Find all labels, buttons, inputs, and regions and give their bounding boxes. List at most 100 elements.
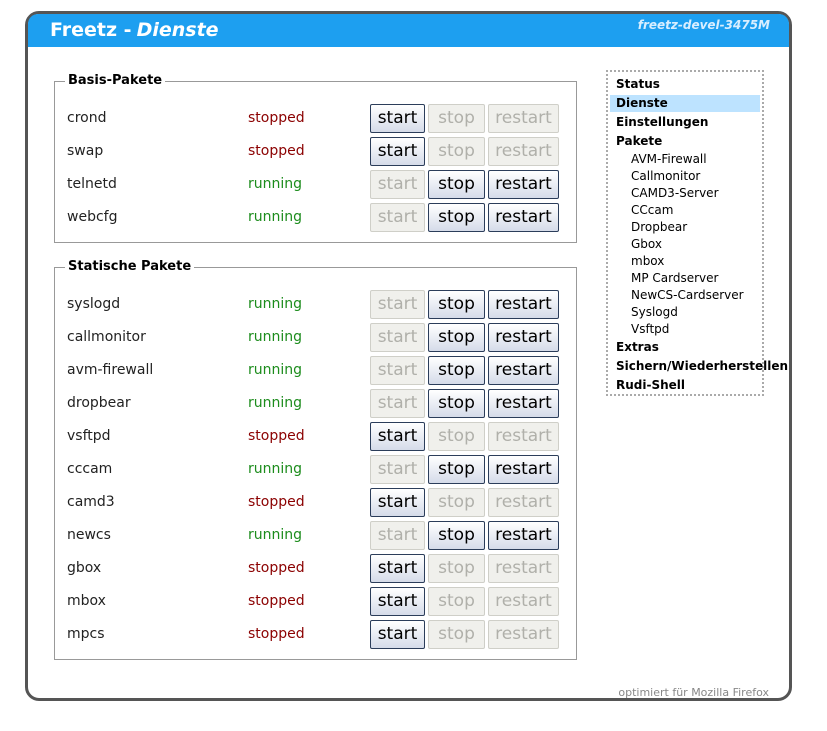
button-2[interactable]: restart	[488, 170, 559, 199]
button-0[interactable]: start	[370, 554, 425, 583]
button-0[interactable]: start	[370, 137, 425, 166]
button-1[interactable]: stop	[428, 356, 485, 385]
service-name: dropbear	[67, 395, 131, 411]
button-2: restart	[488, 488, 559, 517]
button-2[interactable]: restart	[488, 455, 559, 484]
button-2[interactable]: restart	[488, 323, 559, 352]
service-row: mbox stopped start stop restart	[55, 585, 576, 618]
button-2[interactable]: restart	[488, 290, 559, 319]
fieldset: Statische Pakete syslogd running start stop r…	[54, 259, 577, 660]
button-2: restart	[488, 587, 559, 616]
service-name: syslogd	[67, 296, 121, 312]
service-row: cccam running start stop restart	[55, 453, 576, 486]
button-2: restart	[488, 104, 559, 133]
button-0: start	[370, 455, 425, 484]
service-name: mpcs	[67, 626, 105, 642]
menu-item[interactable]: Rudi-Shell	[616, 378, 686, 392]
service-row: syslogd running start stop restart	[55, 288, 576, 321]
button-0: start	[370, 389, 425, 418]
service-name: webcfg	[67, 209, 118, 225]
button-0: start	[370, 290, 425, 319]
menu-item[interactable]: Pakete	[616, 134, 663, 148]
service-name: crond	[67, 110, 107, 126]
button-2: restart	[488, 554, 559, 583]
service-status: stopped	[248, 143, 305, 159]
button-1[interactable]: stop	[428, 170, 485, 199]
button-1: stop	[428, 104, 485, 133]
service-status: stopped	[248, 560, 305, 576]
footer: optimiert für Mozilla Firefox	[618, 686, 769, 699]
service-name: gbox	[67, 560, 102, 576]
service-status: running	[248, 527, 303, 543]
title: Freetz - Dienste	[50, 14, 219, 47]
menu-item[interactable]: Vsftpd	[631, 322, 670, 336]
button-2: restart	[488, 422, 559, 451]
service-row: mpcs stopped start stop restart	[55, 618, 576, 651]
service-name: avm-firewall	[67, 362, 154, 378]
button-1[interactable]: stop	[428, 455, 485, 484]
button-1[interactable]: stop	[428, 521, 485, 550]
service-row: crond stopped start stop restart	[55, 102, 576, 135]
button-2[interactable]: restart	[488, 356, 559, 385]
button-0[interactable]: start	[370, 488, 425, 517]
button-1: stop	[428, 422, 485, 451]
menu-item[interactable]: Syslogd	[631, 305, 678, 319]
service-row: newcs running start stop restart	[55, 519, 576, 552]
button-1[interactable]: stop	[428, 389, 485, 418]
menu-item[interactable]: CCcam	[631, 203, 674, 217]
menu-item[interactable]: Dropbear	[631, 220, 688, 234]
menu-item[interactable]: Callmonitor	[631, 169, 701, 183]
button-1: stop	[428, 488, 485, 517]
button-0[interactable]: start	[370, 587, 425, 616]
button-1: stop	[428, 554, 485, 583]
service-status: running	[248, 395, 303, 411]
service-status: stopped	[248, 428, 305, 444]
button-0: start	[370, 170, 425, 199]
button-2[interactable]: restart	[488, 203, 559, 232]
button-0[interactable]: start	[370, 104, 425, 133]
button-0[interactable]: start	[370, 422, 425, 451]
menu-item[interactable]: Einstellungen	[616, 115, 709, 129]
button-2: restart	[488, 137, 559, 166]
service-row: telnetd running start stop restart	[55, 168, 576, 201]
host: freetz-devel-3475M	[637, 18, 770, 32]
service-status: running	[248, 329, 303, 345]
service-status: running	[248, 461, 303, 477]
menu-item[interactable]: Status	[616, 77, 660, 91]
button-2[interactable]: restart	[488, 389, 559, 418]
service-status: stopped	[248, 110, 305, 126]
menu-item[interactable]: Dienste	[610, 95, 760, 112]
menu-item[interactable]: MP Cardserver	[631, 271, 719, 285]
menu-item[interactable]: Extras	[616, 340, 659, 354]
button-0: start	[370, 203, 425, 232]
menu-item[interactable]: mbox	[631, 254, 665, 268]
service-row: webcfg running start stop restart	[55, 201, 576, 234]
button-1: stop	[428, 137, 485, 166]
service-name: camd3	[67, 494, 115, 510]
menu-item[interactable]: Sichern/Wiederherstellen	[616, 359, 789, 373]
service-name: mbox	[67, 593, 106, 609]
button-1: stop	[428, 620, 485, 649]
menu-item[interactable]: AVM-Firewall	[631, 152, 707, 166]
menu-item[interactable]: CAMD3-Server	[631, 186, 719, 200]
button-1[interactable]: stop	[428, 290, 485, 319]
service-row: swap stopped start stop restart	[55, 135, 576, 168]
service-status: stopped	[248, 626, 305, 642]
button-1[interactable]: stop	[428, 203, 485, 232]
service-row: avm-firewall running start stop restart	[55, 354, 576, 387]
fieldset-legend: Statische Pakete	[65, 259, 195, 274]
button-1[interactable]: stop	[428, 323, 485, 352]
button-2[interactable]: restart	[488, 521, 559, 550]
button-0[interactable]: start	[370, 620, 425, 649]
menu: Status Dienste Einstellungen Pakete AVM-Fire…	[606, 70, 789, 396]
button-0: start	[370, 356, 425, 385]
menu-item[interactable]: NewCS-Cardserver	[631, 288, 744, 302]
title-text: Freetz -	[50, 19, 132, 41]
menu-item[interactable]: Gbox	[631, 237, 662, 251]
button-2: restart	[488, 620, 559, 649]
service-row: vsftpd stopped start stop restart	[55, 420, 576, 453]
service-status: running	[248, 362, 303, 378]
fieldset-legend: Basis-Pakete	[65, 73, 166, 88]
service-row: gbox stopped start stop restart	[55, 552, 576, 585]
